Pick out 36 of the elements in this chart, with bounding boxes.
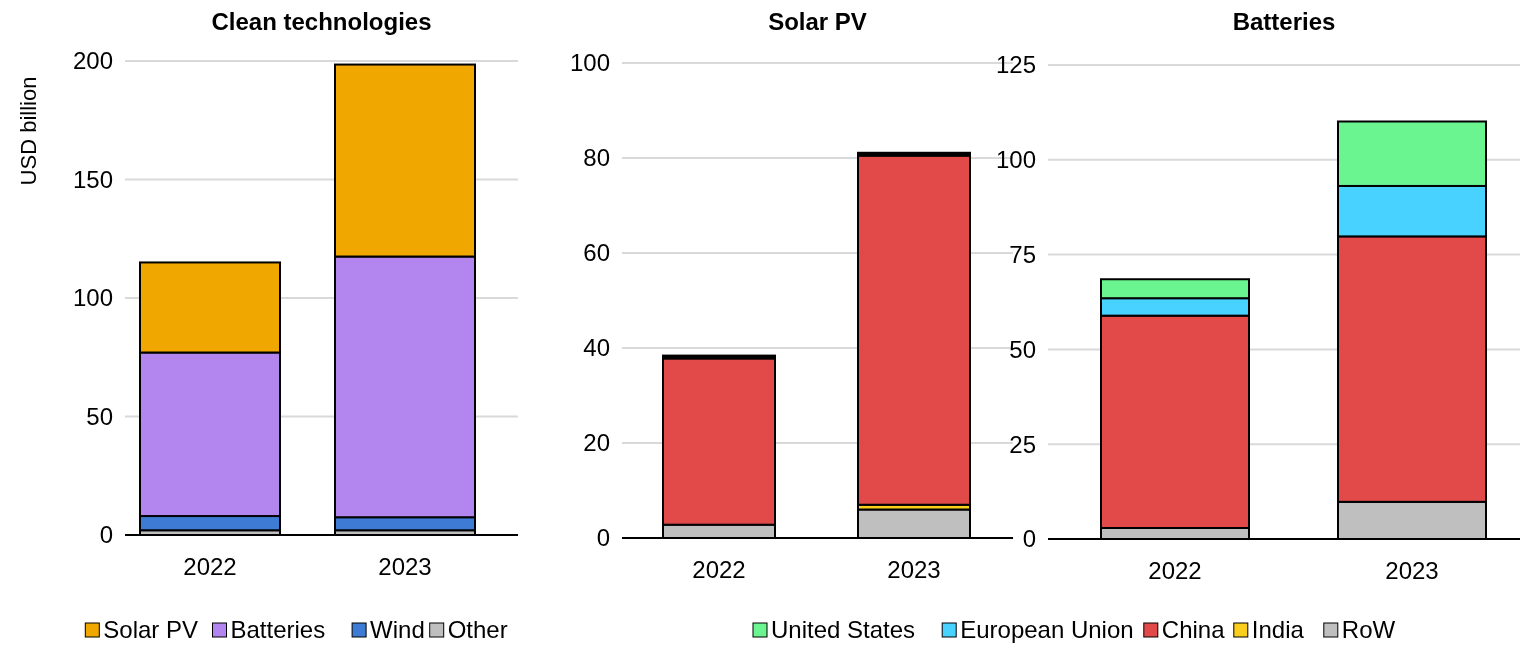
legend-label: RoW — [1341, 616, 1396, 644]
y-tick-label: 50 — [1009, 335, 1036, 363]
y-tick-label: 0 — [99, 521, 113, 549]
x-tick-label: 2023 — [1385, 557, 1439, 584]
legend-label: Solar PV — [103, 616, 199, 644]
chart-title: Solar PV — [768, 8, 867, 35]
y-tick-label: 0 — [596, 524, 610, 552]
legend-label: India — [1251, 616, 1305, 644]
x-tick-label: 2022 — [1148, 557, 1202, 584]
chart-title: Batteries — [1232, 8, 1336, 35]
y-tick-label: 60 — [583, 239, 610, 267]
x-tick-label: 2022 — [692, 556, 746, 583]
y-axis-title: USD billion — [16, 76, 41, 186]
y-tick-label: 100 — [569, 49, 610, 77]
y-tick-label: 25 — [1009, 430, 1036, 458]
y-tick-label: 50 — [86, 402, 113, 430]
chart-title: Clean technologies — [211, 8, 432, 35]
legend-label: European Union — [960, 616, 1134, 644]
y-tick-label: 20 — [583, 429, 610, 457]
x-tick-label: 2022 — [183, 553, 237, 580]
y-tick-label: 0 — [1022, 525, 1036, 553]
y-tick-label: 150 — [72, 165, 113, 193]
x-tick-label: 2023 — [378, 553, 432, 580]
legend-label: China — [1161, 616, 1226, 644]
legend-label: Wind — [370, 616, 425, 644]
x-tick-label: 2023 — [887, 556, 941, 583]
y-tick-label: 80 — [583, 144, 610, 172]
y-tick-label: 125 — [995, 51, 1036, 79]
y-tick-label: 100 — [995, 146, 1036, 174]
y-tick-label: 100 — [72, 284, 113, 312]
legend-label: Batteries — [230, 616, 326, 644]
legend-label: United States — [771, 616, 916, 644]
y-tick-label: 75 — [1009, 241, 1036, 268]
legend-label: Other — [447, 616, 508, 644]
y-tick-label: 40 — [583, 334, 610, 362]
y-tick-label: 200 — [72, 47, 113, 75]
